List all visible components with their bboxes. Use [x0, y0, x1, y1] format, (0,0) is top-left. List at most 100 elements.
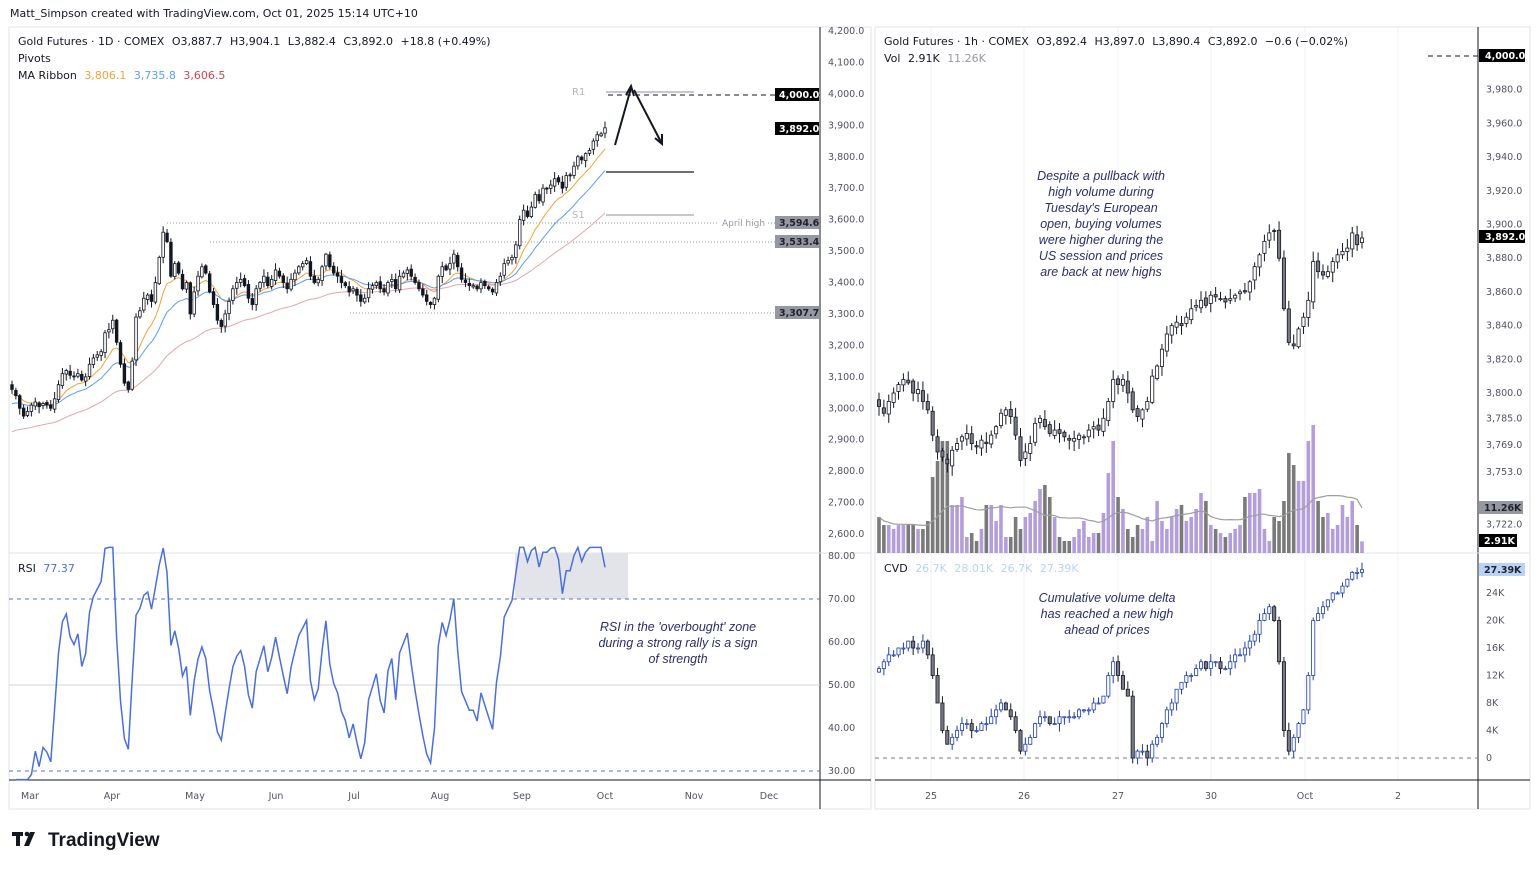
- volume-bar: [945, 441, 950, 553]
- daily-candle: [421, 284, 425, 298]
- candle-body: [45, 402, 49, 406]
- candle-body: [1286, 308, 1291, 343]
- candle-body: [378, 281, 382, 290]
- hourly-candle: [1189, 298, 1194, 325]
- hourly-candle: [877, 392, 882, 416]
- candle-body: [196, 275, 200, 292]
- candle-body: [1077, 434, 1082, 440]
- daily-candle: [99, 349, 103, 361]
- candle-body: [440, 266, 444, 277]
- cvd-body: [1140, 750, 1145, 753]
- cvd-body: [989, 716, 994, 725]
- price-tick-label: 3,880.0: [1486, 253, 1522, 264]
- daily-candle: [254, 285, 258, 311]
- candle-body: [18, 395, 22, 409]
- daily-candle: [541, 184, 545, 206]
- volume-bar: [1135, 525, 1140, 553]
- hourly-candle: [959, 434, 964, 450]
- candle-body: [142, 297, 146, 311]
- volume-bar: [979, 529, 984, 553]
- daily-candle: [242, 274, 247, 288]
- daily-candle: [246, 280, 251, 304]
- hourly-candle: [1320, 264, 1325, 280]
- rsi-legend[interactable]: RSI 77.37: [18, 562, 75, 575]
- daily-candle: [235, 276, 239, 295]
- candle-body: [603, 127, 607, 134]
- daily-candle: [529, 201, 534, 219]
- daily-candle: [483, 279, 487, 289]
- arrow-up-line: [614, 87, 632, 146]
- daily-candle: [370, 282, 375, 294]
- cvd-low: 26.7K: [1001, 562, 1033, 575]
- ma-ribbon-legend[interactable]: MA Ribbon 3,806.1 3,735.8 3,606.5: [18, 69, 225, 82]
- time-tick-label: 27: [1112, 791, 1124, 802]
- tradingview-logo[interactable]: TradingView: [12, 830, 160, 851]
- cvd-candle: [945, 725, 950, 745]
- volume-bar: [886, 525, 891, 553]
- cvd-candle: [935, 667, 940, 704]
- candle-body: [153, 282, 158, 303]
- candle-body: [297, 266, 301, 274]
- volume-bar: [1082, 521, 1086, 553]
- cvd-note[interactable]: Cumulative volume delta has reached a ne…: [1039, 591, 1176, 637]
- rsi-note[interactable]: RSI in the 'overbought' zone during a st…: [598, 620, 757, 666]
- price-tick-label: 2,600.0: [828, 529, 864, 540]
- overbought-highlight-box[interactable]: [515, 553, 628, 599]
- volume-legend[interactable]: Vol 2.91K 11.26K: [884, 52, 987, 65]
- volume-bar: [1043, 485, 1047, 553]
- cvd-legend[interactable]: CVD 26.7K 28.01K 26.7K 27.39K: [884, 562, 1079, 575]
- price-tick-label: 3,200.0: [828, 340, 864, 351]
- candle-body: [52, 398, 57, 410]
- hourly-candle: [1350, 226, 1355, 258]
- cvd-body: [998, 702, 1003, 711]
- cvd-candle: [920, 634, 925, 654]
- cvd-body: [1130, 695, 1135, 759]
- left-price-badges: 4,000.0 3,892.0 3,594.6 3,533.4 3,307.7: [775, 88, 820, 319]
- ma-ribbon: [11, 148, 606, 433]
- daily-candle: [440, 261, 444, 284]
- candle-body: [382, 288, 386, 293]
- volume-bar: [1018, 529, 1023, 553]
- candle-body: [169, 241, 173, 277]
- volume-bar: [1277, 521, 1281, 553]
- daily-candle: [157, 255, 161, 286]
- note-line: has reached a new high: [1041, 607, 1174, 621]
- right-close: C3,892.0: [1208, 35, 1258, 48]
- candle-body: [343, 282, 348, 287]
- candle-body: [1325, 271, 1330, 277]
- daily-candle: [405, 266, 410, 281]
- candle-body: [916, 389, 921, 395]
- candle-body: [906, 379, 911, 384]
- right-symbol[interactable]: Gold Futures · 1h · COMEX: [884, 35, 1029, 48]
- cvd-candle: [1140, 744, 1145, 756]
- badge-april-high: 3,594.6: [779, 218, 820, 229]
- volume-bar: [911, 525, 915, 553]
- price-tick-label: 3,960.0: [1486, 118, 1522, 129]
- left-symbol[interactable]: Gold Futures · 1D · COMEX: [18, 35, 165, 48]
- candle-body: [1081, 436, 1086, 439]
- candle-body: [463, 279, 468, 283]
- candle-body: [572, 165, 576, 176]
- cvd-candle: [1218, 656, 1223, 674]
- cvd-body: [1111, 661, 1116, 676]
- daily-candle: [76, 368, 80, 379]
- daily-candle: [525, 205, 530, 219]
- cvd-body: [1184, 675, 1189, 683]
- rbadge-volma-bg: [1479, 501, 1523, 514]
- price-volume-note[interactable]: Despite a pullback with high volume duri…: [1037, 169, 1165, 279]
- candle-body: [362, 297, 367, 303]
- price-tick-label: 3,700.0: [828, 183, 864, 194]
- cvd-body: [906, 640, 911, 649]
- candle-body: [130, 360, 134, 390]
- cvd-body: [1242, 647, 1247, 656]
- projection-arrows[interactable]: [614, 83, 663, 147]
- candle-body: [374, 282, 379, 286]
- volume-bar: [1272, 517, 1276, 553]
- daily-candle: [134, 313, 138, 367]
- pivots-legend[interactable]: Pivots: [18, 52, 51, 65]
- candle-body: [1296, 328, 1301, 348]
- cvd-body: [911, 640, 916, 649]
- hourly-candle: [984, 432, 989, 453]
- cvd-candle: [1062, 716, 1067, 725]
